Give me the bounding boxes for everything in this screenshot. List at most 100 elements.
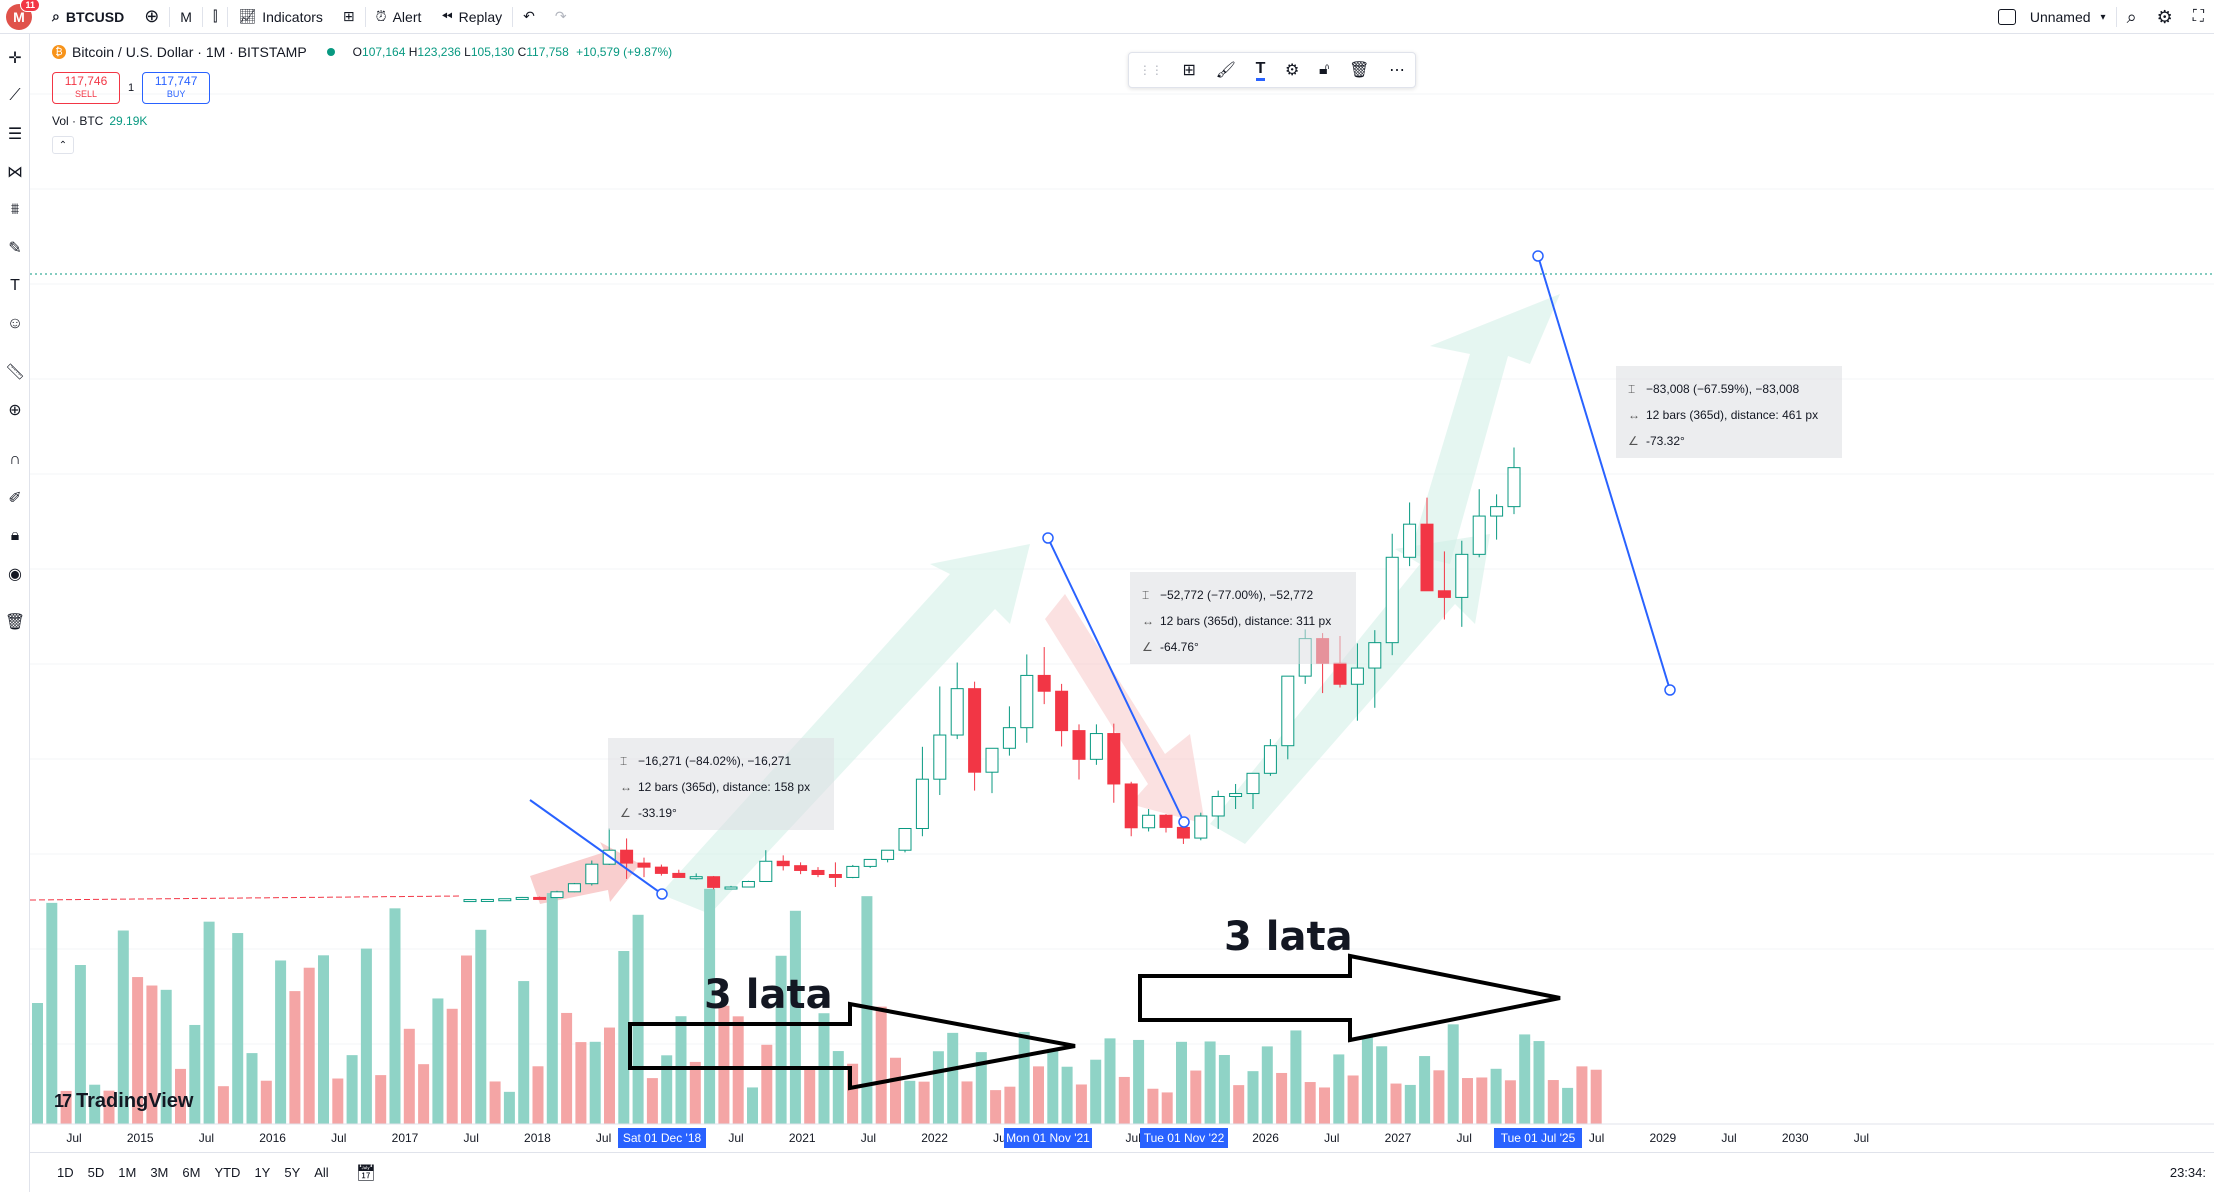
volume-bar [975,1052,987,1124]
trash-icon[interactable]: 🗑︎ [1349,62,1370,79]
price-chart[interactable]: Jul2015Jul2016Jul2017Jul2018Jul2020Jul20… [30,34,2214,1152]
volume-bar [1519,1034,1531,1124]
prediction-icon[interactable]: ⩩ [10,201,20,218]
measure-handle[interactable] [1042,532,1054,544]
redo-button[interactable]: ↷ [545,0,577,34]
time-tick-label: Jul [464,1131,479,1145]
quick-search-button[interactable]: ⌕ [2117,0,2147,34]
buy-label: BUY [166,89,186,99]
measure-box-3[interactable]: ⌶ −83,008 (−67.59%), −83,008 ↔ 12 bars (36… [1616,366,1842,458]
magnet-icon[interactable]: ∩ [9,451,21,468]
eye-icon[interactable]: ◉ [8,566,22,583]
drag-handle-icon[interactable]: ⋮⋮ [1138,63,1163,77]
compare-button[interactable]: ⊕ [134,0,169,34]
trend-line-icon[interactable]: ⟋ [9,87,21,104]
range-button-5d[interactable]: 5D [87,1165,105,1180]
templates-button[interactable]: ⊞ [333,0,365,34]
measure-handle[interactable] [1664,684,1676,696]
annotation-arrow-1[interactable] [628,1001,1076,1091]
lock-drawing-icon[interactable]: ✐ [8,490,22,507]
measure-price: −83,008 (−67.59%), −83,008 [1646,382,1800,396]
measure-handle[interactable] [1178,816,1190,828]
pattern-icon[interactable]: ⋈ [7,164,23,181]
volume-bar [1118,1076,1130,1124]
candle-body [898,828,912,851]
candle-body [915,778,929,830]
volume-bar [875,1006,887,1124]
trash-icon[interactable]: 🗑︎ [4,614,26,631]
volume-bar [346,1055,358,1124]
ruler-icon[interactable]: 📏︎ [4,364,26,381]
undo-button[interactable]: ↶ [513,0,545,34]
replay-button[interactable]: ⏪︎ Replay [431,0,512,34]
volume-bar [189,1024,201,1124]
volume-bar [432,998,444,1124]
more-icon[interactable]: ⋯ [1389,62,1406,79]
range-button-1y[interactable]: 1Y [254,1165,271,1180]
candle-body [1455,553,1469,598]
measure-handle[interactable] [1532,250,1544,262]
interval-button[interactable]: M [180,8,192,25]
alert-button[interactable]: ⏰︎ Alert [366,0,432,34]
search-icon: ⌕ [52,8,60,24]
emoji-icon[interactable]: ☺ [6,315,24,332]
candle-body [1002,727,1016,749]
range-button-6m[interactable]: 6M [182,1165,201,1180]
range-button-all[interactable]: All [314,1165,329,1180]
annotation-arrows[interactable] [628,953,1561,1091]
volume-bar [132,977,144,1124]
rewind-icon: ⏪︎ [441,8,453,24]
change-value: +10,579 (+9.87%) [576,45,673,59]
brush-icon[interactable]: ✎ [8,240,22,257]
candle-body [567,883,581,893]
symbol-search-button[interactable]: ⌕ BTCUSD [42,0,134,34]
buy-button[interactable]: 117,747 BUY [142,72,211,104]
volume-bar [847,1063,859,1124]
measure-box-2[interactable]: ⌶ −52,772 (−77.00%), −52,772 ↔ 12 bars (36… [1130,572,1356,664]
top-toolbar: M 11 ⌕ BTCUSD ⊕ M ⫿ 📈︎ Indicators ⊞ ⏰︎ A… [0,0,2214,34]
chart-type-button[interactable]: ⫿ [203,0,227,34]
volume-bar [375,1075,387,1124]
measure-line-2[interactable] [1047,537,1185,823]
text-color-icon[interactable]: T [1255,60,1266,81]
range-button-5y[interactable]: 5Y [284,1165,301,1180]
text-icon[interactable]: T [10,277,20,294]
candle-body [1263,745,1277,774]
range-button-3m[interactable]: 3M [150,1165,169,1180]
profile-avatar[interactable]: M 11 [6,0,40,30]
fill-color-icon[interactable]: 🖌︎ [1215,62,1236,79]
indicators-button[interactable]: 📈︎ Indicators [228,0,332,34]
measure-line-3[interactable] [1537,255,1671,691]
sell-button[interactable]: 117,746 SELL [52,72,120,104]
crosshair-icon[interactable]: ✛ [8,50,22,67]
measure-line-1[interactable] [529,799,663,895]
fib-icon[interactable]: ☰ [7,126,23,143]
measure-box-1[interactable]: ⌶ −16,271 (−84.02%), −16,271 ↔ 12 bars (36… [608,738,834,830]
chart-grid [30,93,2214,1045]
template-icon[interactable]: ⊞ [1182,62,1196,79]
zoom-icon[interactable]: ⊕ [8,402,22,419]
annotation-text-1[interactable]: 3 lata [704,972,833,1018]
range-button-1d[interactable]: 1D [57,1165,74,1180]
lock-icon[interactable]: 🔓︎ [1319,61,1330,78]
divider [227,6,229,27]
measure-handle[interactable] [656,888,668,900]
collapse-legend-button[interactable]: ⌃ [52,136,74,154]
undo-icon: ↶ [523,8,535,24]
fullscreen-button[interactable]: ⛶ [2183,0,2214,34]
drawing-lines[interactable] [529,250,1676,900]
range-button-ytd[interactable]: YTD [214,1165,241,1180]
symbol-title[interactable]: Bitcoin / U.S. Dollar · 1M · BITSTAMP [72,44,307,60]
goto-date-icon[interactable]: 📅︎ [355,1164,377,1182]
time-tick-label: Jul [1589,1131,1604,1145]
settings-button[interactable]: ⚙ [2147,0,2183,34]
indicators-label: Indicators [262,8,323,25]
layout-button[interactable]: Unnamed ▾ [1988,0,2116,34]
time-axis[interactable]: Jul2015Jul2016Jul2017Jul2018Jul2020Jul20… [30,1123,2214,1151]
lock-icon[interactable]: 🔒︎ [10,527,20,544]
candle-body [1368,642,1382,669]
range-button-1m[interactable]: 1M [118,1165,137,1180]
settings-icon[interactable]: ⚙ [1285,62,1300,79]
annotation-arrow-2[interactable] [1138,953,1561,1043]
annotation-text-2[interactable]: 3 lata [1224,914,1353,960]
